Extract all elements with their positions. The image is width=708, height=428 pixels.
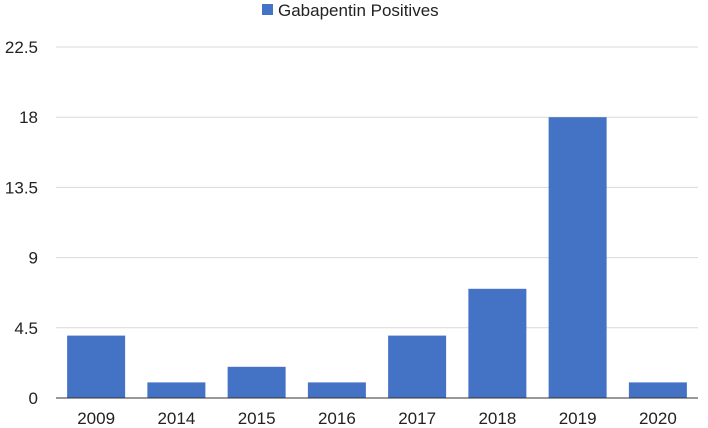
bar-2014 [147,382,206,398]
x-tick-label: 2009 [77,409,115,428]
x-tick-label: 2015 [238,409,276,428]
x-tick-label: 2018 [478,409,516,428]
bars [67,117,687,398]
y-tick-label: 13.5 [5,178,38,197]
y-tick-label: 22.5 [5,38,38,57]
legend-label: Gabapentin Positives [278,1,439,20]
x-tick-label: 2019 [559,409,597,428]
y-tick-label: 9 [29,249,38,268]
legend-swatch [262,4,273,15]
bar-2018 [468,288,527,398]
x-axis-labels: 2009 2014 2015 2016 2017 2018 2019 2020 [77,409,677,428]
bar-2017 [388,335,447,398]
legend: Gabapentin Positives [262,1,439,20]
x-tick-label: 2016 [318,409,356,428]
bar-2009 [67,335,126,398]
y-tick-label: 18 [19,108,38,127]
y-tick-label: 4.5 [14,319,38,338]
bar-2020 [628,382,687,398]
bar-2015 [227,366,286,398]
x-tick-label: 2014 [157,409,195,428]
x-tick-label: 2017 [398,409,436,428]
y-tick-label: 0 [29,389,38,408]
x-tick-label: 2020 [639,409,677,428]
y-axis-labels: 0 4.5 9 13.5 18 22.5 [5,38,38,408]
bar-2016 [307,382,366,398]
bar-2019 [548,117,607,398]
